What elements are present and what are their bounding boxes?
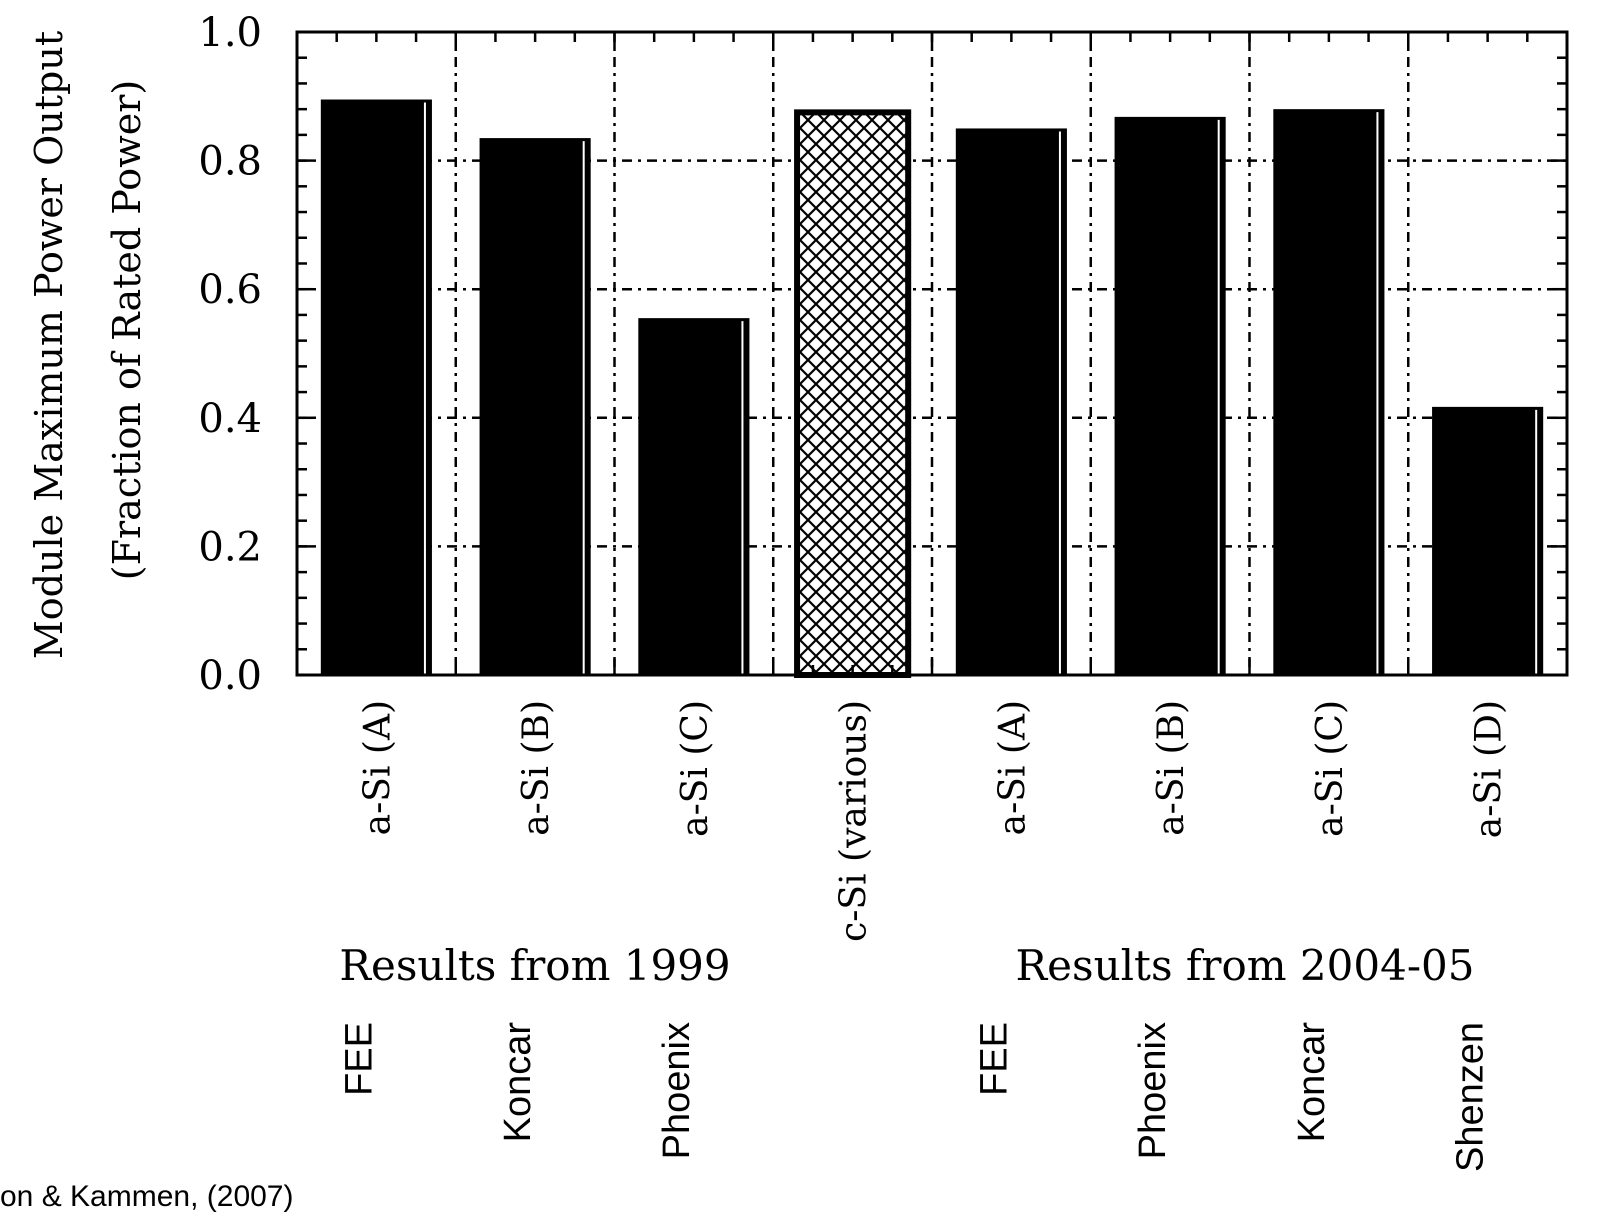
bar-3 xyxy=(797,112,908,675)
x-tick-label: a-Si (B) xyxy=(1151,700,1192,836)
y-tick-label: 0.4 xyxy=(198,396,262,442)
manufacturer-label: FEE xyxy=(338,1022,380,1096)
y-tick-label: 0.6 xyxy=(198,267,262,313)
x-tick-labels: a-Si (A) a-Si (B) a-Si (C) c-Si (various) a-… xyxy=(357,700,1509,942)
x-tick-label: a-Si (D) xyxy=(1469,700,1510,838)
manufacturer-label: Phoenix xyxy=(1132,1022,1174,1159)
group-label-2004-05: Results from 2004-05 xyxy=(1016,941,1475,990)
x-tick-label: c-Si (various) xyxy=(834,700,875,942)
bar-1 xyxy=(480,138,591,675)
bar-0 xyxy=(321,100,432,675)
x-tick-label: a-Si (C) xyxy=(675,700,716,837)
bar-6 xyxy=(1273,109,1384,675)
manufacturer-labels: FEE Koncar Phoenix FEE Phoenix Koncar Shenzen xyxy=(338,1022,1491,1172)
y-tick-labels: 0.0 0.2 0.4 0.6 0.8 1.0 xyxy=(198,10,262,699)
bar-7 xyxy=(1432,407,1543,675)
x-tick-label: a-Si (C) xyxy=(1310,700,1351,837)
bar-5 xyxy=(1115,117,1226,675)
manufacturer-label: Koncar xyxy=(497,1022,539,1143)
bar-4 xyxy=(956,128,1067,675)
manufacturer-label: Phoenix xyxy=(656,1022,698,1159)
y-tick-label: 0.0 xyxy=(198,653,262,699)
x-tick-label: a-Si (A) xyxy=(992,700,1033,835)
y-tick-label: 0.8 xyxy=(198,139,262,185)
y-axis-label-line1: Module Maximum Power Output xyxy=(27,31,71,659)
manufacturer-label: Koncar xyxy=(1291,1022,1333,1143)
y-axis-label-line2: (Fraction of Rated Power) xyxy=(105,80,149,580)
manufacturer-label: FEE xyxy=(973,1022,1015,1096)
citation: on & Kammen, (2007) xyxy=(0,1180,293,1212)
x-tick-label: a-Si (A) xyxy=(357,700,398,835)
y-tick-label: 1.0 xyxy=(198,10,262,56)
bar-2 xyxy=(638,318,749,675)
y-tick-label: 0.2 xyxy=(198,524,262,570)
x-tick-label: a-Si (B) xyxy=(516,700,557,836)
manufacturer-label: Shenzen xyxy=(1450,1022,1492,1172)
group-label-1999: Results from 1999 xyxy=(339,941,730,990)
